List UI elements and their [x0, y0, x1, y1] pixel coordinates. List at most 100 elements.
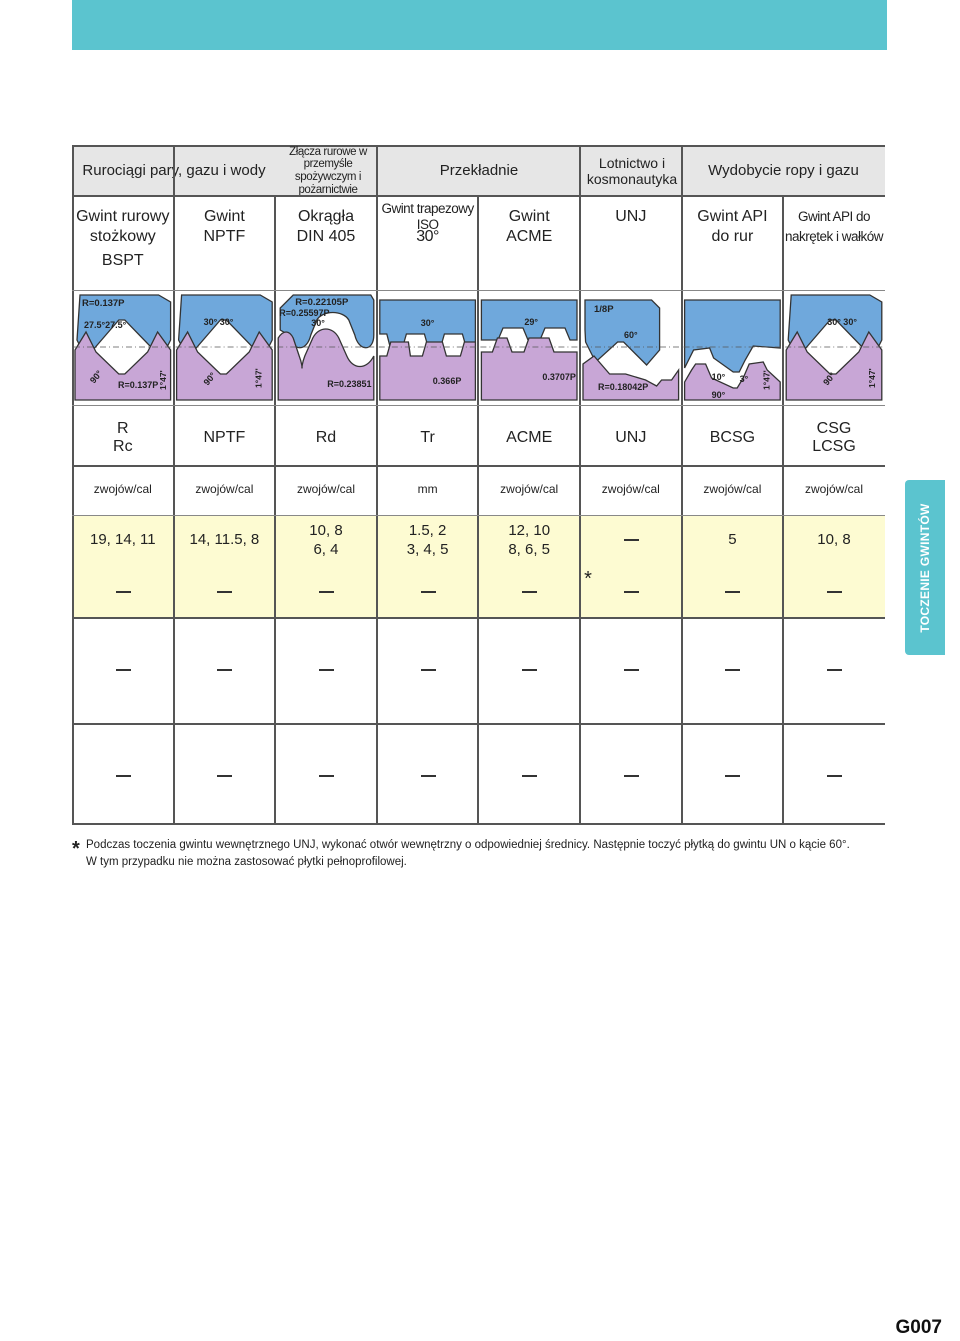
pitch-unit: zwojów/cal — [601, 482, 660, 497]
workpiece-profile-shape — [74, 330, 172, 401]
pitch-value: 1.5, 2 — [408, 522, 447, 540]
thread-symbol: BCSG — [709, 428, 756, 446]
thread-symbol: UNJ — [615, 428, 647, 446]
profile-label: 1/8P — [594, 304, 614, 315]
thread-profile: 1/8P 60° R=0.18042P — [582, 299, 680, 401]
dash-mark — [115, 591, 131, 593]
application-row — [72, 145, 885, 197]
pitch-value: 12, 10 — [508, 522, 551, 540]
dash-mark — [623, 539, 639, 541]
pitch-unit: zwojów/cal — [500, 482, 559, 497]
dash-mark — [420, 591, 436, 593]
row-divider — [72, 723, 885, 725]
workpiece-profile-shape — [277, 328, 375, 401]
thread-table: Rurociągi pary, gazu i wody Złącza rurow… — [72, 145, 885, 825]
workpiece-profile-shape — [785, 330, 883, 401]
profile-label: R=0.22105P — [295, 297, 349, 308]
dash-mark — [217, 669, 233, 671]
dash-mark — [725, 669, 741, 671]
dash-mark — [623, 591, 639, 593]
section-tab: TOCZENIE GWINTÓW — [905, 480, 945, 655]
column-divider — [173, 145, 175, 823]
dash-mark — [522, 775, 538, 777]
pitch-unit: zwojów/cal — [296, 482, 355, 497]
dash-mark — [115, 775, 131, 777]
thread-profile: 29° 0.3707P — [480, 299, 578, 401]
column-divider — [477, 195, 479, 823]
profile-label: R=0.23851 — [327, 379, 371, 389]
pitch-value: 19, 14, 11 — [89, 531, 156, 549]
dash-mark — [115, 669, 131, 671]
thread-name-line2: ACME — [506, 227, 553, 245]
pitch-value: 14, 11.5, 8 — [189, 531, 260, 549]
row-divider — [72, 823, 885, 825]
thread-name-line1: Okrągła — [297, 207, 354, 225]
pitch-unit: zwojów/cal — [195, 482, 254, 497]
thread-profile: 30° 0.366P — [378, 299, 477, 401]
thread-symbol: NPTF — [203, 428, 246, 446]
thread-name-line1: Gwint — [508, 207, 550, 225]
thread-name-line2: 30° — [416, 227, 439, 245]
row-divider — [72, 515, 885, 516]
profile-label: 1°47' — [867, 368, 877, 388]
thread-symbol: Rd — [315, 428, 337, 446]
thread-name-line3: BSPT — [101, 251, 144, 269]
profile-label: 27.5°27.5° — [84, 320, 127, 330]
dash-mark — [725, 775, 741, 777]
workpiece-profile-shape — [582, 355, 680, 401]
thread-symbol: R — [117, 419, 129, 437]
pitch-value: 6, 4 — [313, 541, 339, 559]
dash-mark — [725, 591, 741, 593]
header-bar — [72, 0, 887, 50]
profile-label: R=0.137P — [118, 380, 158, 390]
app-cell-aero: Lotnictwo i kosmonautyka — [586, 154, 678, 187]
thread-name-line1: Gwint API — [697, 207, 768, 225]
profile-label: 0.3707P — [542, 372, 576, 382]
dash-mark — [522, 591, 538, 593]
thread-profile: 10° 3° 90° 1°47' — [683, 299, 782, 401]
footnote-asterisk: * — [72, 838, 80, 860]
unj-asterisk: * — [584, 567, 592, 590]
dash-mark — [827, 775, 842, 777]
profile-label: 90° — [712, 390, 726, 400]
pitch-unit: zwojów/cal — [703, 482, 762, 497]
thread-name-line2: nakrętek i wałków — [784, 229, 884, 245]
dash-mark — [623, 669, 639, 671]
dash-mark — [319, 775, 334, 777]
thread-profile: 30° 30°90° 1°47' — [785, 294, 883, 401]
pitch-value: 10, 8 — [817, 531, 851, 549]
thread-symbol: Rc — [113, 437, 133, 455]
dash-mark — [522, 669, 538, 671]
row-divider — [72, 405, 885, 406]
row-divider — [72, 465, 885, 467]
column-divider — [681, 145, 683, 823]
profile-label: 60° — [624, 330, 638, 340]
profile-label: 0.366P — [433, 376, 462, 386]
dash-mark — [319, 669, 334, 671]
thread-name-line2: NPTF — [203, 227, 246, 245]
pitch-unit: mm — [417, 482, 438, 497]
pitch-value: 3, 4, 5 — [406, 541, 449, 559]
dash-mark — [217, 775, 233, 777]
footnote-line-1: Podczas toczenia gwintu wewnętrznego UNJ… — [86, 839, 850, 851]
thread-symbol: ACME — [506, 428, 553, 446]
profile-label: 30° — [311, 318, 325, 328]
workpiece-profile-shape — [480, 337, 578, 401]
profile-label: 1°47' — [254, 368, 264, 388]
profile-label: R=0.25597P — [279, 308, 329, 318]
row-divider — [72, 290, 885, 291]
app-cell-gears: Przekładnie — [439, 162, 519, 180]
insert-profile-shape — [584, 299, 661, 366]
dash-mark — [420, 775, 436, 777]
profile-label: 29° — [524, 317, 538, 327]
insert-profile-shape — [683, 299, 781, 373]
column-divider — [782, 195, 784, 823]
column-divider — [72, 145, 74, 823]
column-divider — [579, 145, 581, 823]
thread-profile: 30° 30°90° 1°47' — [175, 294, 274, 401]
profile-label: 1°47' — [762, 370, 772, 390]
pitch-value: 8, 6, 5 — [508, 541, 551, 559]
profile-label: 3° — [740, 374, 749, 384]
